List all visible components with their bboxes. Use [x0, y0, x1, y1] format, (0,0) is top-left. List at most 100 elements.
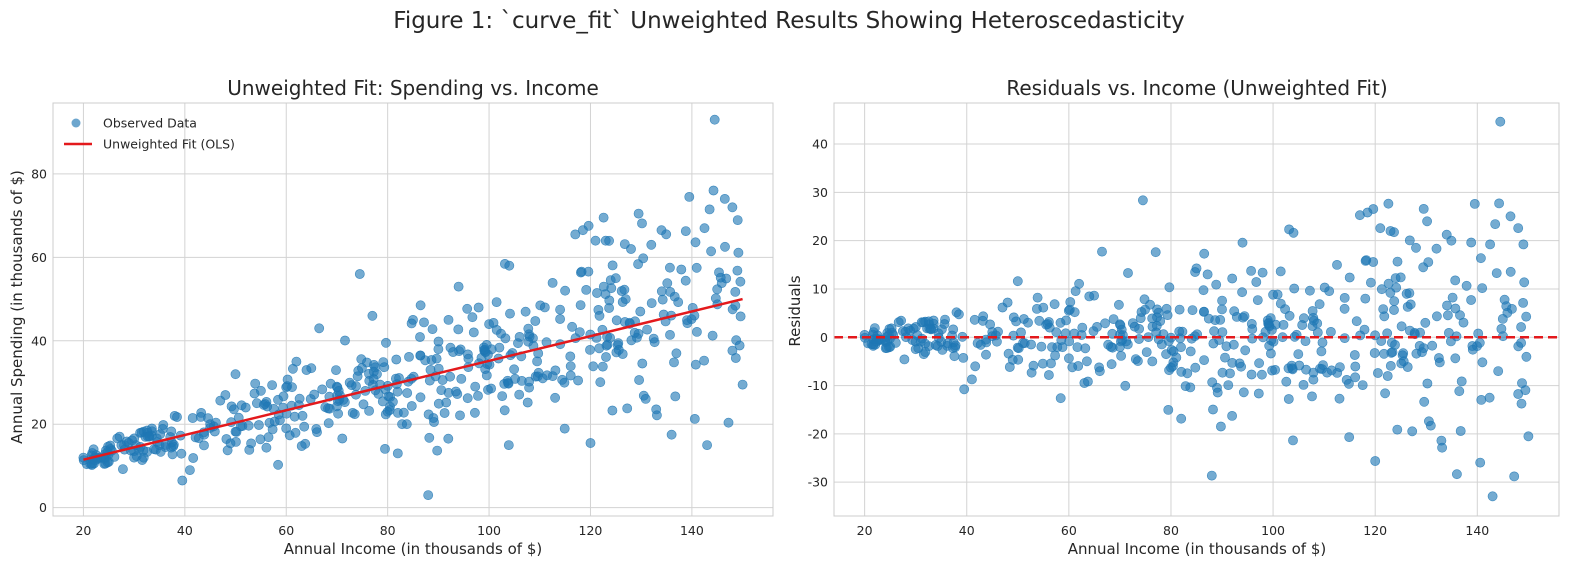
residual-point [1161, 349, 1171, 360]
observed-data-point [665, 286, 676, 297]
residual-point [1223, 380, 1234, 390]
observed-data-point [267, 424, 278, 435]
observed-data-point [225, 438, 236, 449]
residual-point [1174, 304, 1185, 315]
right-y-tick-label: 20 [812, 233, 828, 248]
legend: Observed Data Unweighted Fit (OLS) [64, 116, 235, 152]
observed-data-point [380, 443, 390, 454]
observed-data-point [691, 262, 702, 273]
residual-point [1466, 237, 1477, 248]
residual-point [1164, 282, 1175, 293]
left-tick-labels: 20 40 60 80 100 120 140 0 20 40 60 80 [31, 166, 704, 538]
residual-point [1436, 435, 1447, 446]
residual-point [1404, 235, 1415, 246]
observed-data-point [433, 344, 444, 354]
observed-data-point [382, 406, 393, 417]
right-x-tick-label: 100 [1261, 523, 1285, 538]
observed-data-point [539, 302, 550, 313]
observed-data-point [455, 410, 465, 421]
observed-data-point [291, 356, 302, 367]
residual-point [1458, 317, 1469, 328]
observed-data-point [578, 225, 588, 236]
residual-point [1307, 391, 1317, 402]
observed-data-point [290, 427, 301, 438]
observed-data-point [600, 235, 611, 246]
observed-data-point [467, 312, 478, 323]
observed-data-point [666, 429, 677, 440]
observed-data-point [607, 260, 618, 271]
residual-point [1516, 322, 1526, 332]
residual-point [1450, 275, 1461, 286]
residual-point [1077, 322, 1088, 333]
right-y-tick-label: 30 [812, 185, 828, 200]
residual-point [1187, 305, 1198, 315]
residual-point [1349, 350, 1360, 360]
residual-point [1217, 327, 1228, 337]
residual-point [1007, 354, 1018, 365]
observed-data-point [445, 371, 455, 382]
observed-data-point [317, 384, 328, 395]
residual-point [967, 374, 977, 385]
residual-point [1100, 318, 1110, 329]
observed-data-point [707, 330, 718, 341]
residual-point [1497, 313, 1508, 324]
right-tick-labels: 20 40 60 80 100 120 140 -30 -20 -10 0 10 20 30 40 [808, 137, 1490, 538]
residual-point [1379, 348, 1389, 359]
residual-point [1375, 223, 1386, 234]
residual-point [1281, 376, 1292, 387]
observed-data-point [680, 275, 691, 286]
observed-data-point [594, 343, 605, 354]
observed-data-point [504, 260, 515, 271]
residual-point [1254, 358, 1264, 369]
residual-point [1130, 354, 1141, 364]
observed-data-point [604, 295, 615, 306]
residual-point [951, 307, 962, 318]
observed-data-point [611, 315, 622, 326]
right-y-tick-label: 10 [812, 281, 828, 296]
residual-point [1108, 314, 1119, 324]
observed-data-point [103, 456, 114, 467]
residual-point [1309, 315, 1319, 326]
observed-data-point [432, 445, 443, 456]
right-x-tick-label: 40 [959, 523, 975, 538]
observed-data-point [633, 208, 644, 219]
observed-data-point [575, 300, 586, 310]
observed-data-point [692, 326, 702, 337]
residual-point [1064, 353, 1074, 364]
residual-point [1383, 198, 1394, 209]
observed-data-point [592, 288, 602, 298]
observed-data-point [255, 385, 266, 396]
observed-data-point [470, 381, 481, 392]
residual-point [1026, 339, 1036, 350]
observed-data-point [301, 365, 312, 375]
residual-point [1002, 297, 1013, 308]
residual-point [958, 352, 969, 363]
residual-point [1518, 239, 1529, 250]
residual-point [948, 343, 958, 353]
observed-data-point [415, 332, 425, 342]
observed-data-point [555, 304, 565, 315]
observed-data-point [177, 475, 188, 486]
residual-point [1050, 350, 1060, 361]
residual-point [1246, 369, 1257, 380]
observed-data-point [710, 293, 721, 304]
observed-data-point [261, 442, 272, 453]
residual-point [1094, 362, 1104, 373]
observed-data-point [469, 407, 480, 418]
residual-point [1293, 349, 1304, 359]
residual-point [1308, 367, 1319, 378]
observed-data-point [550, 392, 560, 403]
observed-data-point [246, 438, 256, 449]
residual-point [1176, 413, 1187, 424]
residual-point [1373, 368, 1383, 378]
observed-data-point [305, 394, 316, 404]
observed-data-point [129, 452, 139, 463]
observed-data-point [118, 464, 128, 474]
observed-data-point [347, 407, 358, 418]
right-x-axis-label: Annual Income (in thousands of $) [1068, 540, 1326, 558]
residual-point [1038, 302, 1049, 313]
residual-points [859, 116, 1534, 502]
observed-data-point [468, 327, 479, 338]
observed-data-point [610, 273, 621, 284]
residual-point [1247, 333, 1258, 344]
